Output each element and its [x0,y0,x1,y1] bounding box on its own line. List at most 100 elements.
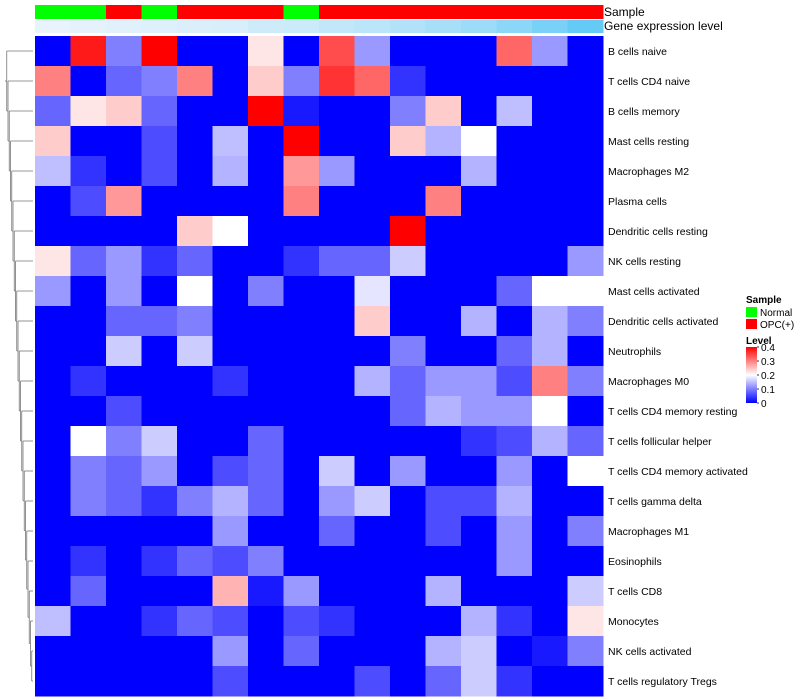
row-label: T cells regulatory Tregs [608,676,717,688]
heatmap-cell [70,636,107,667]
heatmap-cell [177,576,213,607]
heatmap-cell [390,66,426,97]
heatmap-cell [35,516,71,547]
heatmap-cell [319,396,355,427]
sample-annotation-cell [35,5,71,19]
heatmap-cell [567,156,604,187]
heatmap-cell [35,336,71,367]
sample-annotation-cell [212,5,249,19]
sample-annotation-cell [283,5,320,19]
heatmap-cell [35,126,71,157]
heatmap-cell [35,426,71,457]
heatmap-cell [532,546,568,577]
heatmap-cell [141,546,178,577]
row-label: T cells CD4 memory resting [608,406,737,418]
heatmap-cell [496,126,533,157]
heatmap-cell [319,426,355,457]
heatmap-cell [35,666,71,697]
heatmap-cell [248,66,284,97]
heatmap-cell [141,666,178,697]
heatmap-cell [425,126,462,157]
heatmap-cell [390,336,426,367]
heatmap-cell [35,396,71,427]
level-ticks: 0.4 0.3 0.2 0.1 0 [757,343,775,410]
heatmap-cell [461,276,497,307]
row-label: B cells memory [608,106,681,118]
heatmap-cell [390,276,426,307]
heatmap-cell [390,126,426,157]
heatmap-cell [177,426,213,457]
expression-annotation-cell [319,20,355,33]
heatmap-cell [212,666,249,697]
heatmap-cell [283,486,320,517]
level-colorbar [746,347,757,403]
heatmap-cell [248,426,284,457]
heatmap-cell [177,66,213,97]
heatmap-cell [177,96,213,127]
heatmap-cell [496,276,533,307]
heatmap-cell [461,636,497,667]
heatmap-cell [283,186,320,217]
heatmap-cell [319,636,355,667]
heatmap-cell [248,36,284,67]
heatmap-cell [319,306,355,337]
heatmap-cell [567,66,604,97]
expression-annotation-cell [567,20,604,33]
row-label: Neutrophils [608,346,661,358]
heatmap-cell [567,606,604,637]
heatmap-cell [532,156,568,187]
heatmap-cell [212,186,249,217]
heatmap-cell [461,96,497,127]
heatmap-cell [177,366,213,397]
heatmap-cell [248,396,284,427]
sample-annotation-cell [248,5,284,19]
heatmap-cell [390,306,426,337]
expression-annotation-cell [212,20,249,33]
heatmap-cell [212,606,249,637]
heatmap-cell [390,486,426,517]
heatmap-cell [248,486,284,517]
heatmap-cell [319,606,355,637]
heatmap-cell [496,576,533,607]
heatmap-cell [35,576,71,607]
heatmap-cell [106,96,142,127]
heatmap-cell [141,276,178,307]
heatmap-cell [248,666,284,697]
heatmap-cell [461,66,497,97]
heatmap-cell [461,306,497,337]
heatmap-cell [496,216,533,247]
heatmap-cell [35,306,71,337]
heatmap-cell [70,246,107,277]
expression-annotation-cell [425,20,462,33]
heatmap-cell [532,666,568,697]
heatmap-cell [496,306,533,337]
heatmap-cell [212,66,249,97]
heatmap-cell [283,246,320,277]
heatmap-cell [532,426,568,457]
heatmap-cell [354,336,391,367]
expression-annotation-cell [461,20,497,33]
heatmap-cell [248,636,284,667]
heatmap-cell [212,576,249,607]
heatmap-cell [70,486,107,517]
sample-annotation-cell [390,5,426,19]
heatmap-cell [106,546,142,577]
heatmap-cell [496,516,533,547]
row-label: Mast cells activated [608,286,700,298]
heatmap-cell [177,186,213,217]
heatmap-cell [496,66,533,97]
heatmap-cell [567,186,604,217]
heatmap-cell [532,456,568,487]
heatmap-cell [106,36,142,67]
sample-annotation-cell [532,5,568,19]
expression-annotation-cell [177,20,213,33]
heatmap-cell [532,126,568,157]
heatmap-cell [35,66,71,97]
row-label: Dendritic cells activated [608,316,718,328]
heatmap-cell [35,156,71,187]
heatmap-cell [319,516,355,547]
expression-annotation-cell [70,20,107,33]
heatmap-cell [496,426,533,457]
heatmap-cell [354,486,391,517]
heatmap-cell [354,606,391,637]
